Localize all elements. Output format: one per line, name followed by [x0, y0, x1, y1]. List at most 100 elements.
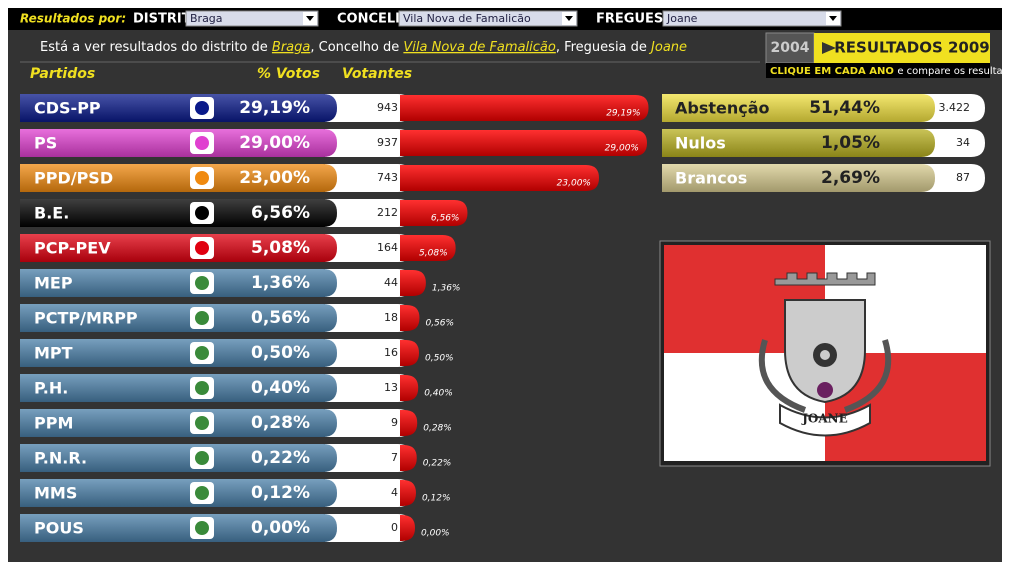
party-pct: 0,22% [251, 448, 310, 468]
party-bar-shade [20, 164, 337, 192]
pct-bar [400, 515, 415, 541]
header: % Votos [257, 66, 320, 82]
other-bar-shade [662, 129, 935, 157]
pct-bar [400, 340, 419, 366]
party-logo-mark [195, 521, 209, 535]
other-pct: 1,05% [821, 133, 880, 153]
cta-text: e compare os resultados [897, 66, 1011, 77]
party-name: B.E. [34, 204, 69, 223]
pct-bar-label: 0,28% [423, 424, 452, 434]
party-logo-mark [195, 381, 209, 395]
party-name: PCP-PEV [34, 239, 111, 258]
other-votes: 87 [956, 171, 970, 184]
other-name: Abstenção [675, 99, 770, 118]
select-value: Joane [666, 12, 698, 25]
party-name: P.H. [34, 379, 68, 398]
votes-pill [920, 164, 985, 192]
select-freguesia[interactable] [662, 10, 842, 27]
votes: 212 [377, 206, 398, 219]
votes-pill [325, 94, 412, 122]
party-pct: 29,19% [239, 98, 310, 118]
votes-pill [325, 409, 412, 437]
filter-label: Resultados por: [20, 12, 126, 26]
summary-text: , Freguesia de [556, 40, 647, 55]
votes-pill [325, 514, 412, 542]
pct-bar [400, 445, 417, 471]
other-pct: 2,69% [821, 168, 880, 188]
party-logo-mark [195, 486, 209, 500]
votes-pill [325, 199, 412, 227]
cta-text: CLIQUE EM CADA ANO [770, 66, 894, 77]
other-bar-shade [662, 94, 935, 122]
pct-bar-label: 29,00% [605, 144, 639, 154]
party-logo-mark [195, 241, 209, 255]
votes: 4 [391, 486, 398, 499]
pct-bar [400, 410, 418, 436]
party-pct: 0,12% [251, 483, 310, 503]
pct-bar-label: 0,12% [422, 494, 451, 504]
party-bar-shade [20, 269, 337, 297]
votes: 16 [384, 346, 398, 359]
party-pct: 29,00% [239, 133, 310, 153]
party-logo-mark [195, 101, 209, 115]
pct-bar-label: 5,08% [419, 249, 448, 259]
select-value: Vila Nova de Famalicão [403, 12, 531, 25]
party-bar-shade [20, 304, 337, 332]
pct-bar-label: 6,56% [431, 214, 460, 224]
party-logo-mark [195, 346, 209, 360]
year-button[interactable]: 2004 [771, 40, 810, 56]
flag-label: JOANE [801, 412, 848, 426]
votes-pill [325, 479, 412, 507]
pct-bar-label: 0,56% [425, 319, 454, 329]
votes: 13 [384, 381, 398, 394]
party-pct: 23,00% [239, 168, 310, 188]
pct-bar [400, 480, 416, 506]
votes: 44 [384, 276, 398, 289]
votes-pill [325, 164, 412, 192]
party-logo-mark [195, 171, 209, 185]
votes-pill [325, 269, 412, 297]
party-logo-mark [195, 276, 209, 290]
party-logo-mark [195, 416, 209, 430]
select-distrito[interactable] [185, 10, 319, 27]
party-pct: 0,50% [251, 343, 310, 363]
votes-pill [325, 374, 412, 402]
votes-pill [325, 444, 412, 472]
filter-name: DISTRITO [133, 12, 202, 27]
select-value: Braga [190, 12, 223, 25]
pct-bar [400, 130, 647, 156]
year-2009[interactable] [814, 33, 990, 63]
flag: JOANE [659, 240, 991, 467]
summary: Está a ver resultados do distrito de Bra… [40, 40, 687, 55]
filter-name: CONCELHO [337, 12, 417, 27]
pct-bar [400, 200, 468, 226]
party-logo-mark [195, 451, 209, 465]
party-name: P.N.R. [34, 449, 87, 468]
pct-bar-label: 0,40% [424, 389, 453, 399]
party-bar-shade [20, 444, 337, 472]
party-pct: 0,56% [251, 308, 310, 328]
pct-bar [400, 270, 426, 296]
pct-bar-label: 1,36% [432, 284, 461, 294]
year-button[interactable]: RESULTADOS 2009 [834, 39, 990, 57]
other-name: Nulos [675, 134, 726, 153]
party-bar-shade [20, 129, 337, 157]
header: Votantes [342, 66, 412, 82]
votes-pill [325, 339, 412, 367]
other-pct: 51,44% [809, 98, 880, 118]
party-name: PPM [34, 414, 73, 433]
party-name: MEP [34, 274, 73, 293]
pct-bar-label: 0,50% [425, 354, 454, 364]
pct-bar-label: 29,19% [606, 109, 640, 119]
pct-bar [400, 375, 419, 401]
party-bar-shade [20, 409, 337, 437]
party-name: CDS-PP [34, 99, 101, 118]
summary-value: Joane [648, 40, 687, 55]
pct-bar-label: 0,22% [423, 459, 452, 469]
votes-pill [920, 129, 985, 157]
party-name: POUS [34, 519, 84, 538]
party-bar-shade [20, 234, 337, 262]
select-concelho[interactable] [398, 10, 578, 27]
summary-text: Está a ver resultados do distrito de [40, 40, 268, 55]
votes: 937 [377, 136, 398, 149]
